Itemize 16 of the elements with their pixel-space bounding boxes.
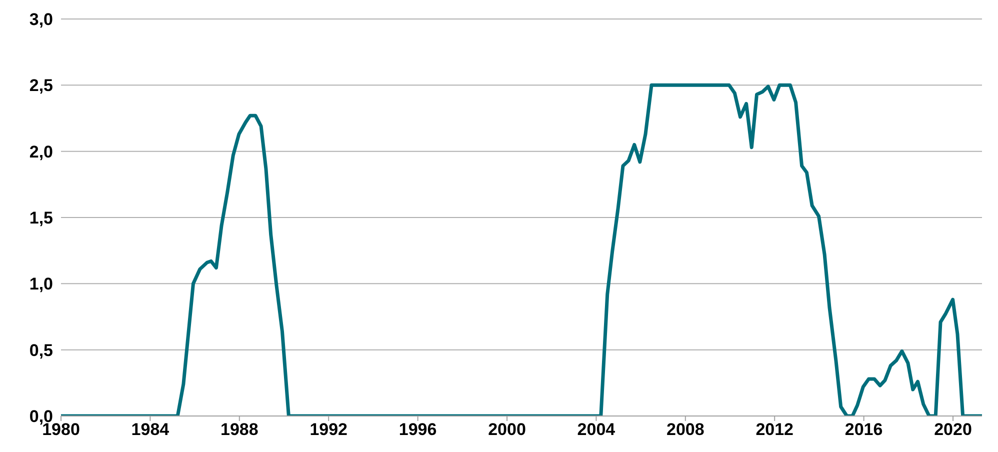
y-tick-label: 1,5 bbox=[29, 208, 53, 228]
x-tick-label: 1992 bbox=[310, 420, 348, 440]
y-tick-label: 0,5 bbox=[29, 340, 53, 360]
x-tick-label: 2020 bbox=[934, 420, 972, 440]
x-tick-label: 2004 bbox=[577, 420, 616, 440]
x-tick-label: 1996 bbox=[398, 420, 437, 440]
x-tick-label: 2016 bbox=[844, 420, 883, 440]
y-tick-label: 3,0 bbox=[29, 10, 53, 30]
y-tick-label: 2,5 bbox=[29, 76, 53, 96]
x-tick-label: 2008 bbox=[666, 420, 704, 440]
y-tick-label: 2,0 bbox=[29, 142, 53, 162]
x-tick-label: 1984 bbox=[131, 420, 170, 440]
x-tick-label: 2012 bbox=[756, 420, 794, 440]
x-tick-label: 2000 bbox=[488, 420, 526, 440]
y-tick-label: 1,0 bbox=[29, 274, 53, 294]
x-tick-label: 1988 bbox=[220, 420, 258, 440]
